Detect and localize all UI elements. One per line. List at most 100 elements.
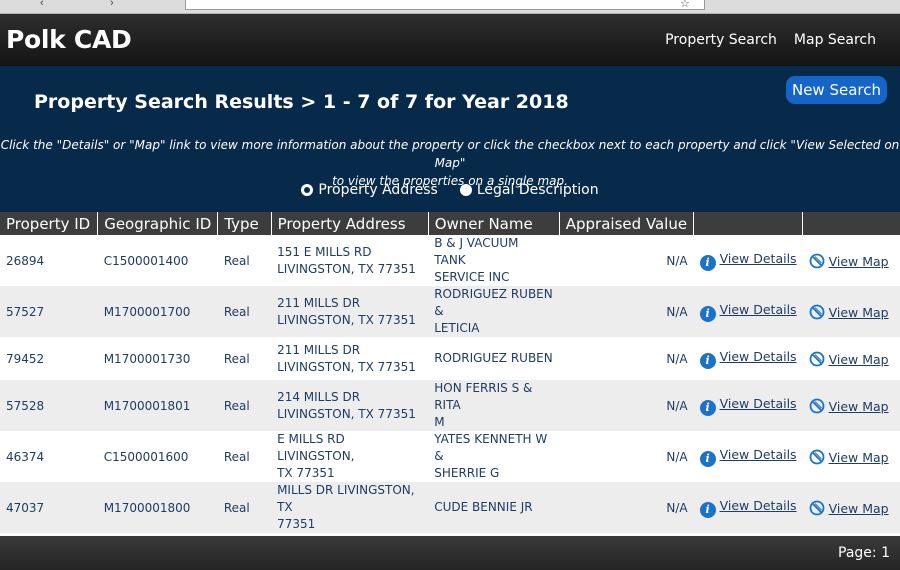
page-title: Property Search Results > 1 - 7 of 7 for… xyxy=(34,91,569,113)
info-icon[interactable]: i xyxy=(699,254,716,271)
cell-owner-name: YATES KENNETH W & SHERRIE G xyxy=(428,431,560,482)
address-line-1: 211 MILLS DR xyxy=(277,342,361,357)
cell-owner-name: CUDE BENNIE JR xyxy=(428,482,560,533)
browser-url-bar[interactable] xyxy=(185,0,705,10)
page-indicator[interactable]: Page: 1 xyxy=(838,545,890,561)
browser-back-icon[interactable]: ‹ xyxy=(40,0,44,9)
table-row: 79452 M1700001730 Real 211 MILLS DR LIVINGST… xyxy=(0,337,900,380)
owner-line-1: RODRIGUEZ RUBEN xyxy=(434,351,553,365)
table-row: 26894 C1500001400 Real 151 E MILLS RD LIVING… xyxy=(0,235,900,286)
owner-line-2: M xyxy=(434,415,445,429)
results-table: Property ID Geographic ID Type Property … xyxy=(0,212,900,570)
view-details-link[interactable]: View Details xyxy=(719,395,797,411)
cell-map-link: View Map xyxy=(802,337,900,380)
cell-owner-name: HON FERRIS S & RITA M xyxy=(428,380,560,431)
search-mode-radio-group: Property Address Legal Description xyxy=(0,182,900,198)
owner-line-1: B & J VACUUM TANK xyxy=(434,236,519,267)
cell-geographic-id: C1500001400 xyxy=(97,235,218,286)
table-row: 57527 M1700001700 Real 211 MILLS DR LIVINGST… xyxy=(0,286,900,337)
cell-property-address: 151 E MILLS RD LIVINGSTON, TX 77351 xyxy=(271,235,429,286)
column-header-type[interactable]: Type xyxy=(217,212,272,235)
cell-appraised-value: N/A xyxy=(559,380,694,431)
column-header-map xyxy=(802,212,900,235)
column-header-details xyxy=(693,212,804,235)
owner-line-2: LETICIA xyxy=(434,321,480,335)
nav-map-search[interactable]: Map Search xyxy=(793,32,876,48)
cell-geographic-id: M1700001801 xyxy=(97,380,218,431)
cell-geographic-id: M1700001700 xyxy=(97,286,218,337)
view-details-link[interactable]: View Details xyxy=(719,348,797,364)
table-row: 57528 M1700001801 Real 214 MILLS DR LIVINGST… xyxy=(0,380,900,431)
cell-property-id: 47037 xyxy=(0,482,98,533)
view-map-link[interactable]: View Map xyxy=(828,398,889,414)
cell-map-link: View Map xyxy=(802,286,900,337)
browser-forward-icon[interactable]: › xyxy=(110,0,114,9)
radio-selected-icon[interactable] xyxy=(301,184,314,196)
cell-map-link: View Map xyxy=(802,482,900,533)
browser-toolbar: ‹ › ☆ xyxy=(0,0,900,14)
cell-type: Real xyxy=(217,286,272,337)
new-search-button[interactable]: New Search xyxy=(786,76,887,104)
view-details-link[interactable]: View Details xyxy=(719,446,797,462)
cell-geographic-id: M1700001730 xyxy=(97,337,218,380)
column-header-property-id[interactable]: Property ID xyxy=(0,212,99,235)
radio-unselected-icon[interactable] xyxy=(459,184,472,196)
top-navigation: Property Search Map Search xyxy=(665,32,876,48)
cell-property-address: MILLS DR LIVINGSTON, TX 77351 xyxy=(271,482,429,533)
cell-type: Real xyxy=(217,337,272,380)
nav-property-search[interactable]: Property Search xyxy=(665,32,777,48)
column-header-appraised-value[interactable]: Appraised Value xyxy=(559,212,695,235)
view-map-link[interactable]: View Map xyxy=(828,304,889,320)
view-map-link[interactable]: View Map xyxy=(828,500,889,516)
owner-line-2: SHERRIE G xyxy=(434,466,500,480)
cell-geographic-id: M1700001800 xyxy=(97,482,218,533)
cell-appraised-value: N/A xyxy=(559,482,694,533)
map-icon[interactable] xyxy=(809,398,825,414)
column-header-property-address[interactable]: Property Address xyxy=(271,212,429,235)
view-details-link[interactable]: View Details xyxy=(719,250,797,266)
cell-property-id: 57528 xyxy=(0,380,98,431)
view-map-link[interactable]: View Map xyxy=(828,253,889,269)
browser-favorite-icon[interactable]: ☆ xyxy=(680,0,690,10)
info-icon[interactable]: i xyxy=(699,352,716,369)
cell-property-address: 214 MILLS DR LIVINGSTON, TX 77351 xyxy=(271,380,429,431)
map-icon[interactable] xyxy=(809,304,825,320)
info-icon[interactable]: i xyxy=(699,399,716,416)
instructions-line-2: to view the properties on a single map. xyxy=(332,174,568,188)
map-icon[interactable] xyxy=(809,449,825,465)
cell-property-id: 57527 xyxy=(0,286,98,337)
address-line-2: LIVINGSTON, TX 77351 xyxy=(277,312,416,327)
table-footer: Page: 1 xyxy=(0,536,900,570)
column-header-geographic-id[interactable]: Geographic ID xyxy=(97,212,219,235)
map-icon[interactable] xyxy=(809,253,825,269)
info-icon[interactable]: i xyxy=(699,305,716,322)
view-details-link[interactable]: View Details xyxy=(719,497,797,513)
view-details-link[interactable]: View Details xyxy=(719,301,797,317)
map-icon[interactable] xyxy=(809,351,825,367)
info-icon[interactable]: i xyxy=(699,450,716,467)
radio-label: Property Address xyxy=(318,182,438,198)
cell-map-link: View Map xyxy=(802,380,900,431)
info-icon[interactable]: i xyxy=(699,501,716,518)
view-map-link[interactable]: View Map xyxy=(828,351,889,367)
cell-type: Real xyxy=(217,482,272,533)
owner-line-1: HON FERRIS S & RITA xyxy=(434,381,533,412)
map-icon[interactable] xyxy=(809,500,825,516)
cell-property-address: 211 MILLS DR LIVINGSTON, TX 77351 xyxy=(271,337,429,380)
owner-line-2: SERVICE INC xyxy=(434,270,510,284)
owner-line-1: CUDE BENNIE JR xyxy=(434,500,533,514)
address-line-2: LIVINGSTON, TX 77351 xyxy=(277,261,416,276)
view-map-link[interactable]: View Map xyxy=(828,449,889,465)
address-line-1: 214 MILLS DR xyxy=(277,389,361,404)
address-line-1: MILLS DR LIVINGSTON, TX xyxy=(277,483,415,514)
cell-appraised-value: N/A xyxy=(559,431,694,482)
radio-property-address[interactable]: Property Address xyxy=(301,182,438,198)
column-header-owner-name[interactable]: Owner Name xyxy=(428,212,560,235)
site-brand[interactable]: Polk CAD xyxy=(6,25,132,54)
radio-legal-description[interactable]: Legal Description xyxy=(459,182,599,198)
